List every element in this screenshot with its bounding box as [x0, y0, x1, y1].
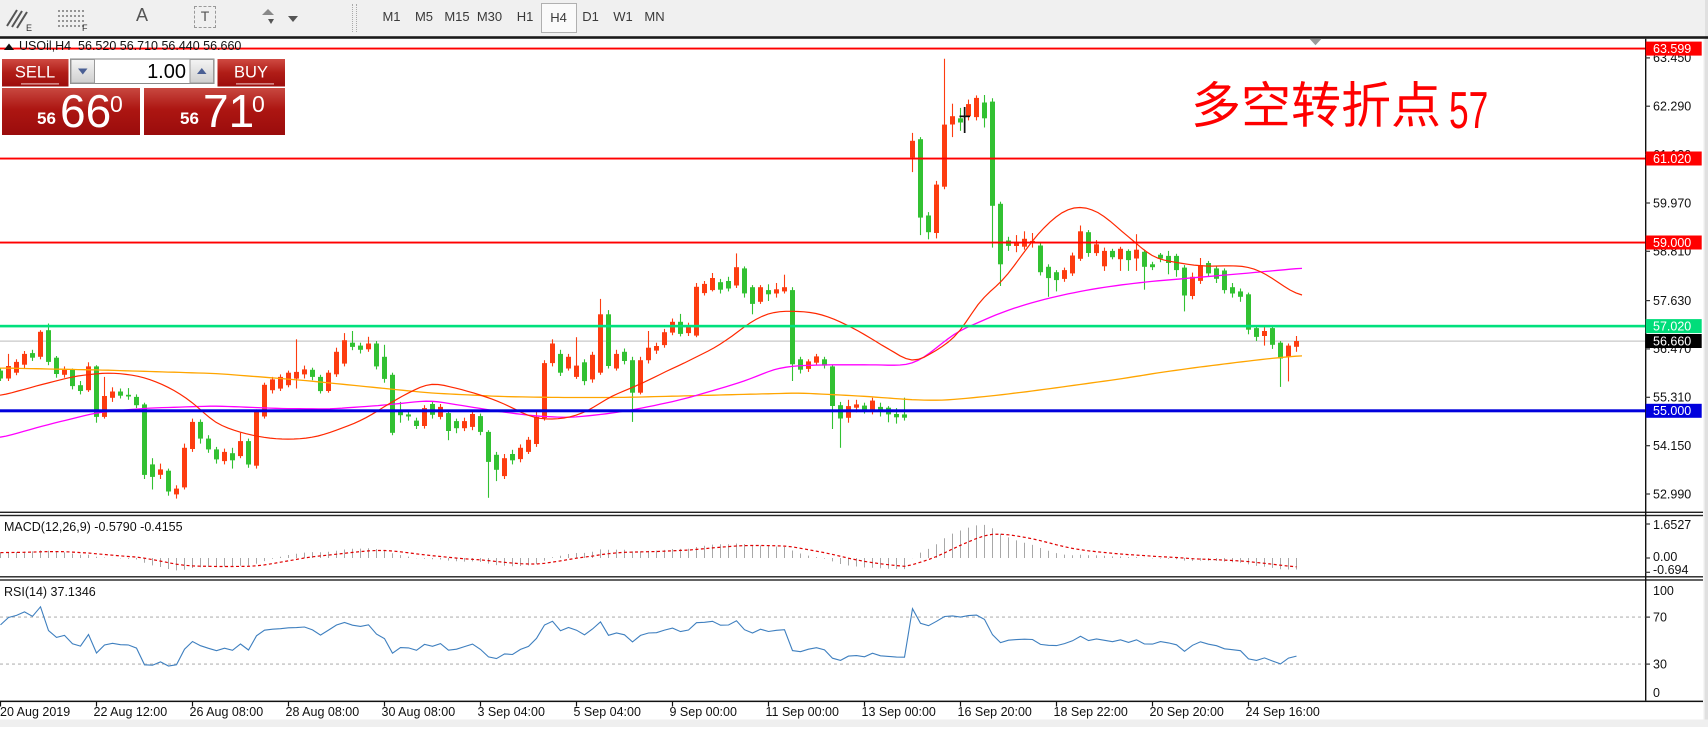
svg-text:5 Sep 04:00: 5 Sep 04:00 [574, 705, 641, 719]
svg-text:57.020: 57.020 [1653, 319, 1691, 333]
svg-text:-0.694: -0.694 [1653, 563, 1688, 577]
svg-text:13 Sep 00:00: 13 Sep 00:00 [862, 705, 936, 719]
svg-text:9 Sep 00:00: 9 Sep 00:00 [670, 705, 737, 719]
svg-text:55.310: 55.310 [1653, 391, 1691, 405]
svg-text:57.630: 57.630 [1653, 294, 1691, 308]
svg-text:BUY: BUY [234, 64, 268, 82]
svg-text:20 Sep 20:00: 20 Sep 20:00 [1150, 705, 1224, 719]
svg-text:16 Sep 20:00: 16 Sep 20:00 [958, 705, 1032, 719]
svg-text:63.599: 63.599 [1653, 42, 1691, 56]
svg-text:20 Aug 2019: 20 Aug 2019 [0, 705, 70, 719]
svg-text:3 Sep 04:00: 3 Sep 04:00 [478, 705, 545, 719]
svg-text:USOil,H4 56.520 56.710 56.440: USOil,H4 56.520 56.710 56.440 56.660 [19, 39, 241, 53]
svg-text:55.000: 55.000 [1653, 404, 1691, 418]
svg-text:0: 0 [110, 91, 123, 117]
svg-text:56.660: 56.660 [1653, 334, 1691, 348]
svg-text:61.020: 61.020 [1653, 152, 1691, 166]
svg-text:MACD(12,26,9) -0.5790 -0.4155: MACD(12,26,9) -0.5790 -0.4155 [4, 520, 183, 534]
svg-text:RSI(14) 37.1346: RSI(14) 37.1346 [4, 585, 96, 599]
svg-text:22 Aug 12:00: 22 Aug 12:00 [94, 705, 168, 719]
svg-text:70: 70 [1653, 610, 1667, 624]
svg-text:30 Aug 08:00: 30 Aug 08:00 [382, 705, 456, 719]
svg-text:59.000: 59.000 [1653, 236, 1691, 250]
svg-text:71: 71 [203, 85, 254, 137]
svg-text:54.150: 54.150 [1653, 439, 1691, 453]
svg-text:SELL: SELL [15, 64, 55, 82]
svg-text:0.00: 0.00 [1653, 550, 1677, 564]
svg-text:0: 0 [252, 91, 265, 117]
svg-text:57: 57 [1449, 82, 1488, 139]
svg-text:56: 56 [37, 109, 56, 128]
svg-text:59.970: 59.970 [1653, 196, 1691, 210]
svg-text:28 Aug 08:00: 28 Aug 08:00 [286, 705, 360, 719]
svg-text:56: 56 [180, 109, 199, 128]
svg-text:0: 0 [1653, 686, 1660, 700]
svg-text:52.990: 52.990 [1653, 487, 1691, 501]
svg-text:100: 100 [1653, 584, 1674, 598]
svg-text:66: 66 [60, 85, 111, 137]
svg-text:1.00: 1.00 [147, 61, 186, 83]
svg-text:18 Sep 22:00: 18 Sep 22:00 [1054, 705, 1128, 719]
svg-text:11 Sep 00:00: 11 Sep 00:00 [766, 705, 839, 719]
svg-text:1.6527: 1.6527 [1653, 518, 1691, 532]
svg-text:62.290: 62.290 [1653, 100, 1691, 114]
svg-text:30: 30 [1653, 657, 1667, 671]
svg-text:24 Sep 16:00: 24 Sep 16:00 [1246, 705, 1320, 719]
svg-text:26 Aug 08:00: 26 Aug 08:00 [190, 705, 264, 719]
